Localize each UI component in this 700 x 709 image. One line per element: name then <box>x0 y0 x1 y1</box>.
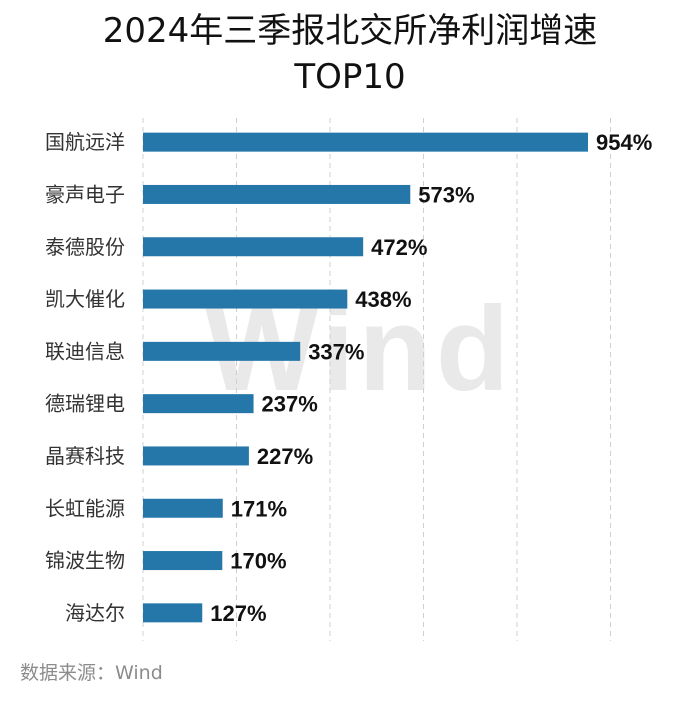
data-label: 170% <box>230 549 286 574</box>
bar <box>143 498 223 518</box>
chart-title-line2: TOP10 <box>294 57 406 97</box>
chart-title-line1: 2024年三季报北交所净利润增速 <box>102 11 598 51</box>
bar <box>143 289 348 309</box>
data-label: 171% <box>231 496 287 521</box>
data-label: 954% <box>596 130 652 155</box>
category-label: 锦波生物 <box>45 549 125 573</box>
bar <box>143 132 588 152</box>
source-note: 数据来源：Wind <box>20 662 163 684</box>
category-label: 长虹能源 <box>45 496 125 520</box>
category-label: 海达尔 <box>65 601 125 625</box>
category-label: 联迪信息 <box>45 339 125 363</box>
chart-title: 2024年三季报北交所净利润增速 TOP10 <box>0 8 700 100</box>
bar <box>143 341 301 361</box>
bar <box>143 394 254 414</box>
data-label: 573% <box>418 182 474 207</box>
data-label: 227% <box>257 444 313 469</box>
bar <box>143 237 364 257</box>
data-label: 127% <box>210 601 266 626</box>
data-label: 438% <box>355 287 411 312</box>
category-label: 德瑞锂电 <box>45 392 125 416</box>
bar <box>143 184 411 204</box>
category-label: 国航远洋 <box>45 130 125 154</box>
category-label: 豪声电子 <box>45 182 125 206</box>
data-label: 472% <box>371 235 427 260</box>
bar <box>143 446 249 466</box>
category-label: 凯大催化 <box>45 287 125 311</box>
data-label: 237% <box>262 392 318 417</box>
bar <box>143 603 203 623</box>
category-label: 晶赛科技 <box>45 444 125 468</box>
data-label: 337% <box>308 339 364 364</box>
category-label: 泰德股份 <box>45 235 125 259</box>
bar <box>143 551 223 571</box>
